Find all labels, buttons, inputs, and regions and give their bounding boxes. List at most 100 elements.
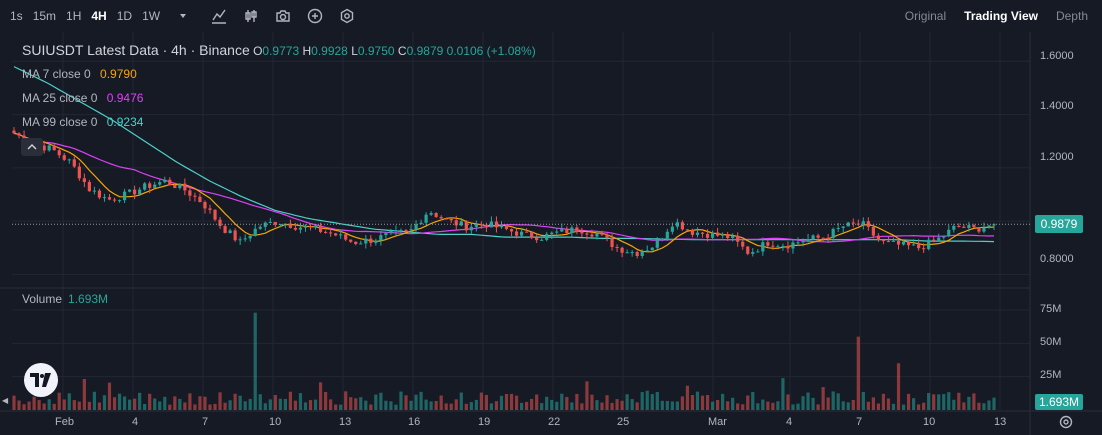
volume-bar	[263, 403, 267, 410]
tab-original[interactable]: Original	[904, 9, 947, 23]
candle-body	[901, 241, 906, 245]
volume-bar	[318, 382, 323, 410]
candle-body	[168, 179, 172, 186]
volume-bar	[630, 399, 634, 410]
candle-body	[263, 222, 267, 227]
ma25-legend[interactable]: MA 25 close 0 0.9476	[22, 88, 536, 112]
candle-body	[117, 200, 122, 202]
scroll-left-button[interactable]: ◀	[2, 396, 9, 405]
last-volume-badge: 1.693M	[1035, 394, 1083, 410]
volume-bar	[313, 399, 318, 410]
volume-bar	[163, 396, 167, 410]
ma99-legend[interactable]: MA 99 close 0 0.9234	[22, 112, 536, 136]
high-key: H	[302, 44, 312, 58]
timeframe-1h[interactable]: 1H	[66, 9, 82, 23]
volume-bar	[32, 396, 36, 410]
volume-bar	[695, 391, 700, 410]
candle-body	[841, 226, 845, 228]
volume-bar	[841, 401, 845, 410]
volume-bar	[751, 391, 755, 410]
screenshot-icon[interactable]	[274, 7, 292, 25]
volume-bar	[218, 392, 222, 410]
volume-bar	[530, 398, 534, 410]
chevron-up-icon	[27, 144, 37, 150]
gear-icon[interactable]	[1058, 414, 1076, 432]
ma7-legend[interactable]: MA 7 close 0 0.9790	[22, 64, 536, 88]
candle-body	[967, 225, 971, 228]
candle-body	[474, 224, 478, 227]
candle-body	[710, 232, 715, 238]
volume-bar	[700, 395, 705, 410]
chart-grid	[0, 32, 1102, 435]
volume-bar	[791, 404, 795, 410]
volume-bar	[781, 378, 785, 410]
candle-body	[97, 190, 102, 198]
volume-bar	[359, 397, 363, 410]
timeframe-4h[interactable]: 4H	[91, 9, 107, 23]
volume-bar	[444, 403, 448, 410]
volume-bar	[42, 403, 46, 410]
candle-body	[12, 130, 16, 134]
volume-bar	[183, 402, 187, 410]
volume-bar	[932, 394, 936, 410]
volume-bar	[374, 394, 378, 410]
volume-bar	[590, 394, 594, 410]
volume-bar	[178, 398, 182, 410]
volume-bar	[349, 397, 353, 410]
candle-body	[861, 221, 865, 225]
candle-body	[218, 219, 222, 227]
volume-bar	[826, 397, 830, 410]
candle-body	[937, 237, 941, 241]
timeframe-1d[interactable]: 1D	[116, 9, 133, 23]
volume-bar	[972, 393, 976, 410]
indicators-icon[interactable]	[210, 7, 228, 25]
volume-bar	[479, 392, 483, 410]
volume-bar	[122, 396, 127, 410]
candle-body	[610, 237, 614, 247]
candle-body	[444, 218, 448, 220]
chevron-down-icon[interactable]	[174, 7, 192, 25]
timeframe-15m[interactable]: 15m	[32, 9, 57, 23]
time-axis-label-mar: Mar	[708, 416, 727, 428]
candle-body	[359, 243, 363, 245]
candle-body	[293, 227, 298, 230]
volume-legend[interactable]: Volume 1.693M	[22, 292, 108, 306]
volume-bar	[102, 395, 107, 410]
legend-header: SUIUSDT Latest Data · 4h · Binance O0.97…	[22, 40, 536, 64]
candle-body	[736, 235, 740, 242]
candle-body	[17, 133, 21, 136]
timeframe-1w[interactable]: 1W	[142, 9, 161, 23]
candle-body	[680, 222, 685, 230]
tradingview-logo-icon[interactable]	[24, 363, 58, 397]
candle-body	[982, 227, 986, 232]
candle-body	[987, 225, 991, 228]
compare-icon[interactable]	[242, 7, 260, 25]
high-value: 0.9928	[311, 44, 348, 58]
candle-body	[972, 225, 976, 228]
volume-bar	[565, 396, 569, 410]
volume-bar	[409, 400, 413, 410]
candle-body	[575, 227, 579, 233]
candle-body	[801, 241, 805, 243]
last-price-badge: 0.9879	[1035, 215, 1083, 234]
candle-body	[806, 239, 810, 242]
timeframe-1s[interactable]: 1s	[10, 9, 23, 23]
candle-body	[153, 184, 157, 188]
candle-body	[349, 239, 353, 242]
candle-body	[640, 251, 644, 256]
volume-bar	[504, 394, 509, 410]
candle-body	[288, 223, 293, 228]
add-icon[interactable]	[306, 7, 324, 25]
collapse-legend-button[interactable]	[21, 138, 43, 156]
volume-bar	[585, 381, 589, 410]
tab-depth[interactable]: Depth	[1055, 9, 1088, 23]
tab-trading-view[interactable]: Trading View	[964, 9, 1038, 23]
candle-body	[615, 246, 619, 248]
volume-bar	[82, 379, 86, 410]
volume-bar	[786, 394, 790, 410]
candle-body	[489, 221, 494, 228]
volume-bar	[158, 401, 162, 410]
price-chart[interactable]	[0, 32, 1102, 435]
candle-body	[846, 222, 850, 227]
settings-icon[interactable]	[338, 7, 356, 25]
